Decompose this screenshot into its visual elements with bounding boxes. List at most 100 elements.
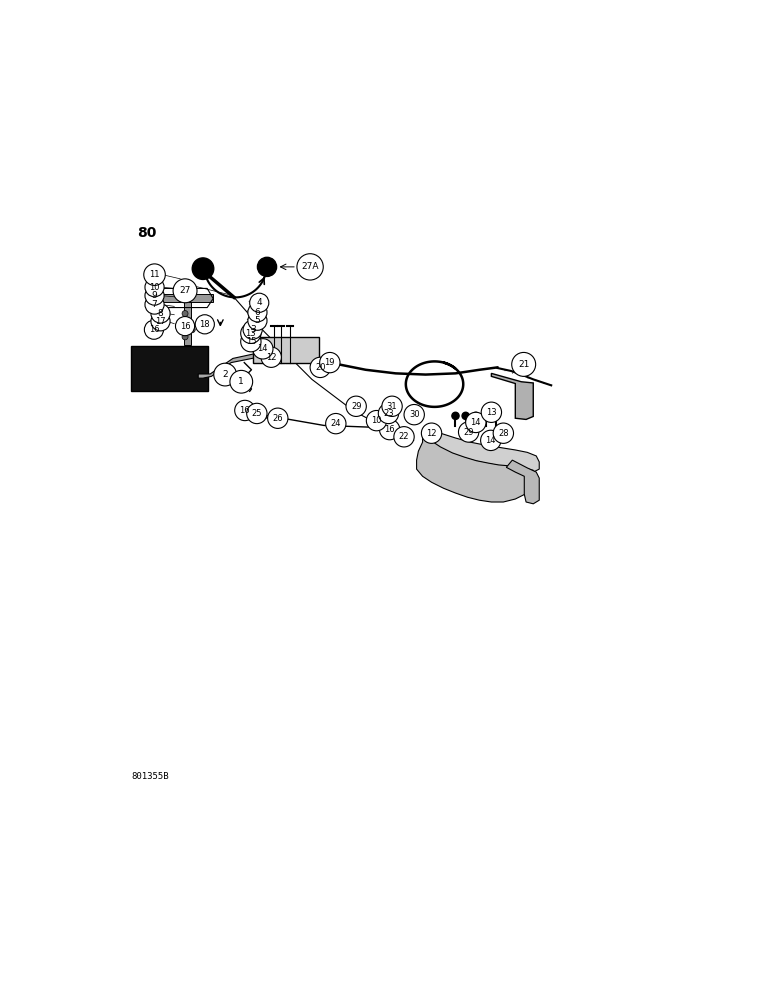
Circle shape <box>195 315 215 334</box>
Circle shape <box>145 278 164 297</box>
Circle shape <box>151 312 170 331</box>
Circle shape <box>241 323 261 343</box>
Text: 21: 21 <box>518 360 530 369</box>
Polygon shape <box>198 354 262 378</box>
Text: 15: 15 <box>245 337 256 346</box>
Text: 4: 4 <box>256 298 262 307</box>
Circle shape <box>481 402 502 422</box>
Circle shape <box>145 286 164 305</box>
Circle shape <box>493 412 499 419</box>
Circle shape <box>326 413 346 434</box>
Text: 12: 12 <box>266 353 276 362</box>
Text: 26: 26 <box>273 414 283 423</box>
Circle shape <box>462 412 469 419</box>
Text: 23: 23 <box>383 409 394 418</box>
Text: 16: 16 <box>384 425 395 434</box>
Text: 8: 8 <box>157 309 164 318</box>
Circle shape <box>257 257 276 276</box>
Circle shape <box>320 352 340 373</box>
Circle shape <box>145 295 164 314</box>
Circle shape <box>378 403 398 424</box>
Circle shape <box>144 320 164 339</box>
Polygon shape <box>422 426 539 472</box>
Circle shape <box>380 417 384 422</box>
Circle shape <box>382 396 402 416</box>
Circle shape <box>481 430 501 451</box>
FancyBboxPatch shape <box>130 346 208 391</box>
Circle shape <box>230 370 252 393</box>
Circle shape <box>472 412 479 419</box>
Circle shape <box>192 258 214 279</box>
Circle shape <box>482 412 489 419</box>
Text: 22: 22 <box>399 432 409 441</box>
Circle shape <box>189 327 195 333</box>
Circle shape <box>310 357 330 378</box>
Text: 29: 29 <box>351 402 361 411</box>
Circle shape <box>144 264 165 285</box>
Text: 9: 9 <box>151 291 157 300</box>
Text: 5: 5 <box>255 316 260 325</box>
Circle shape <box>247 403 267 424</box>
Text: 2: 2 <box>222 370 228 379</box>
Circle shape <box>182 311 188 317</box>
Circle shape <box>385 419 391 424</box>
Circle shape <box>394 427 415 447</box>
Polygon shape <box>417 433 537 502</box>
Text: 16: 16 <box>149 325 159 334</box>
Text: 27: 27 <box>179 286 191 295</box>
Text: 12: 12 <box>426 429 437 438</box>
FancyBboxPatch shape <box>253 337 319 363</box>
Text: 28: 28 <box>498 429 509 438</box>
Circle shape <box>248 303 267 322</box>
Text: 25: 25 <box>252 409 262 418</box>
Text: 27A: 27A <box>301 262 319 271</box>
Text: 24: 24 <box>330 419 341 428</box>
Circle shape <box>404 404 425 425</box>
Circle shape <box>459 422 479 442</box>
Text: 29: 29 <box>463 428 474 437</box>
Circle shape <box>252 339 273 359</box>
Circle shape <box>367 410 387 431</box>
Text: 11: 11 <box>149 270 160 279</box>
Text: 19: 19 <box>324 358 335 367</box>
Text: 10: 10 <box>149 283 160 292</box>
Text: 13: 13 <box>245 329 256 338</box>
Text: 13: 13 <box>486 408 496 417</box>
Text: 31: 31 <box>387 402 398 411</box>
Text: 17: 17 <box>155 317 166 326</box>
Circle shape <box>346 396 367 416</box>
Text: 18: 18 <box>199 320 210 329</box>
Circle shape <box>249 293 269 312</box>
Circle shape <box>380 419 400 440</box>
Polygon shape <box>146 294 213 302</box>
Circle shape <box>297 254 323 280</box>
Circle shape <box>466 412 486 433</box>
Circle shape <box>268 408 288 428</box>
Circle shape <box>248 311 267 330</box>
Text: 30: 30 <box>409 410 419 419</box>
Circle shape <box>214 363 236 386</box>
Text: 3: 3 <box>250 325 256 334</box>
Text: 6: 6 <box>255 308 260 317</box>
Text: 14: 14 <box>258 344 268 353</box>
Circle shape <box>422 423 442 443</box>
Circle shape <box>241 331 261 352</box>
Circle shape <box>243 320 262 339</box>
Polygon shape <box>185 293 191 345</box>
Circle shape <box>512 352 536 376</box>
Text: 801355B: 801355B <box>131 772 169 781</box>
Circle shape <box>175 317 195 336</box>
Text: 10: 10 <box>371 416 382 425</box>
Polygon shape <box>492 373 533 419</box>
Circle shape <box>173 279 197 303</box>
Text: 14: 14 <box>471 418 481 427</box>
Text: 80: 80 <box>137 226 157 240</box>
Circle shape <box>371 415 376 419</box>
Circle shape <box>235 400 255 421</box>
Circle shape <box>493 423 513 443</box>
Text: 1: 1 <box>239 377 244 386</box>
Circle shape <box>452 412 459 419</box>
Text: 7: 7 <box>151 300 157 309</box>
Circle shape <box>182 334 188 340</box>
Polygon shape <box>506 460 539 504</box>
